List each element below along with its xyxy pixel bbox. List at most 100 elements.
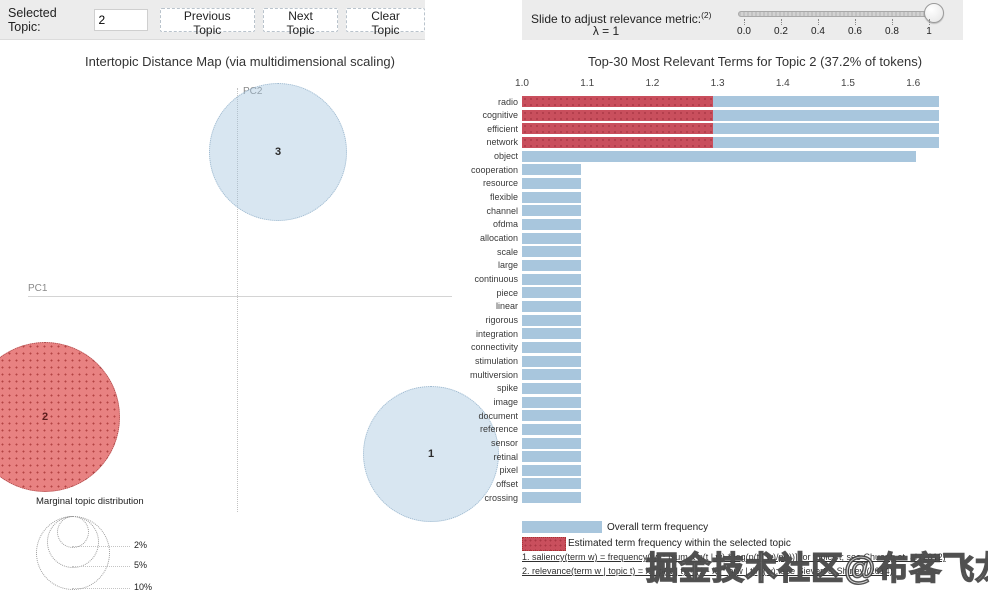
overall-frequency-bar[interactable] (522, 492, 581, 504)
term-label: document (478, 410, 518, 421)
topic-frequency-bar[interactable] (522, 123, 714, 135)
overall-frequency-bar[interactable] (522, 396, 581, 408)
topic-frequency-bar[interactable] (522, 136, 714, 148)
term-label: retinal (493, 451, 518, 462)
overall-frequency-bar[interactable] (522, 300, 581, 312)
size-legend-circle (36, 516, 110, 590)
overall-frequency-bar[interactable] (522, 287, 581, 299)
legend-swatch-overall (522, 521, 602, 533)
term-row[interactable]: network (0, 136, 988, 150)
term-row[interactable]: pixel (0, 464, 988, 478)
slider-tick-label: 0.6 (848, 26, 862, 37)
pc1-axis-label: PC1 (28, 283, 48, 294)
term-label: cooperation (470, 164, 518, 175)
term-row[interactable]: stimulation (0, 355, 988, 369)
size-legend-label: 5% (134, 560, 148, 570)
clear-topic-button[interactable]: Clear Topic (346, 7, 425, 37)
topic-frequency-bar[interactable] (522, 96, 714, 107)
lambda-slider-handle[interactable] (924, 3, 944, 23)
map-title: Intertopic Distance Map (via multidimens… (85, 54, 395, 69)
overall-frequency-bar[interactable] (522, 355, 581, 367)
term-row[interactable]: radio (0, 95, 988, 109)
lambda-value-label: λ = 1 (592, 24, 620, 38)
term-row[interactable]: object (0, 150, 988, 164)
overall-frequency-bar[interactable] (522, 369, 581, 381)
overall-frequency-bar[interactable] (522, 437, 581, 449)
selected-topic-label: Selected Topic: (8, 5, 57, 34)
overall-frequency-bar[interactable] (522, 423, 581, 435)
term-row[interactable]: document (0, 409, 988, 423)
pc2-axis-line (237, 88, 238, 512)
term-row[interactable]: cooperation (0, 163, 988, 177)
term-row[interactable]: connectivity (0, 341, 988, 355)
overall-frequency-bar[interactable] (522, 164, 581, 176)
overall-frequency-bar[interactable] (522, 451, 581, 463)
term-label: efficient (487, 123, 518, 134)
term-row[interactable]: allocation (0, 232, 988, 246)
term-row[interactable]: offset (0, 477, 988, 491)
term-row[interactable]: large (0, 259, 988, 273)
overall-frequency-bar[interactable] (522, 205, 581, 217)
overall-frequency-bar[interactable] (522, 232, 581, 244)
overall-frequency-bar[interactable] (522, 328, 581, 340)
overall-frequency-bar[interactable] (522, 177, 581, 189)
term-label: pixel (499, 465, 518, 476)
overall-frequency-bar[interactable] (522, 382, 581, 394)
overall-frequency-bar[interactable] (522, 246, 581, 258)
slider-tick-label: 1 (926, 26, 932, 37)
term-label: cognitive (482, 110, 518, 121)
term-row[interactable]: retinal (0, 450, 988, 464)
overall-frequency-bar[interactable] (522, 109, 940, 121)
overall-frequency-bar[interactable] (522, 96, 940, 107)
topic-circle-3[interactable]: 3 (209, 83, 347, 221)
term-row[interactable]: continuous (0, 273, 988, 287)
term-row[interactable]: ofdma (0, 218, 988, 232)
term-row[interactable]: integration (0, 327, 988, 341)
overall-frequency-bar[interactable] (522, 273, 581, 285)
term-row[interactable]: channel (0, 204, 988, 218)
term-row[interactable]: flexible (0, 191, 988, 205)
term-row[interactable]: reference (0, 423, 988, 437)
term-row[interactable]: multiversion (0, 368, 988, 382)
slider-tick (744, 19, 745, 25)
topic-circle-1[interactable]: 1 (363, 386, 499, 522)
overall-frequency-bar[interactable] (522, 136, 940, 148)
overall-frequency-bar[interactable] (522, 191, 581, 203)
barchart-x-tick-label: 1.0 (515, 78, 529, 89)
term-row[interactable]: cognitive (0, 109, 988, 123)
overall-frequency-bar[interactable] (522, 464, 581, 476)
term-row[interactable]: rigorous (0, 314, 988, 328)
term-row[interactable]: resource (0, 177, 988, 191)
footnote-saliency: 1. saliency(term w) = frequency(w) * [su… (522, 552, 946, 562)
overall-frequency-bar[interactable] (522, 314, 581, 326)
overall-frequency-bar[interactable] (522, 478, 581, 490)
overall-frequency-bar[interactable] (522, 218, 581, 230)
term-row[interactable]: image (0, 396, 988, 410)
term-label: channel (486, 205, 518, 216)
term-row[interactable]: spike (0, 382, 988, 396)
overall-frequency-bar[interactable] (522, 150, 917, 162)
next-topic-button[interactable]: Next Topic (262, 7, 339, 37)
overall-frequency-bar[interactable] (522, 341, 581, 353)
topic-circle-2[interactable]: 2 (0, 342, 120, 492)
term-row[interactable]: crossing (0, 491, 988, 505)
topic-frequency-bar[interactable] (522, 109, 714, 121)
term-row[interactable]: sensor (0, 437, 988, 451)
term-row[interactable]: piece (0, 286, 988, 300)
overall-frequency-bar[interactable] (522, 410, 581, 422)
overall-frequency-bar[interactable] (522, 123, 940, 135)
term-row[interactable]: linear (0, 300, 988, 314)
overall-frequency-bar[interactable] (522, 259, 581, 271)
term-label: object (493, 151, 518, 162)
selected-topic-input[interactable] (93, 8, 148, 31)
topic-circle-label: 3 (274, 146, 282, 158)
term-label: crossing (484, 492, 518, 503)
previous-topic-button[interactable]: Previous Topic (159, 7, 255, 37)
footnote-relevance: 2. relevance(term w | topic t) = λ * p(w… (522, 566, 893, 576)
slider-tick-label: 0.0 (737, 26, 751, 37)
term-row[interactable]: efficient (0, 122, 988, 136)
marginal-distribution-title: Marginal topic distribution (36, 496, 144, 507)
term-label: ofdma (492, 219, 518, 230)
term-row[interactable]: scale (0, 245, 988, 259)
lambda-slider-track[interactable] (738, 11, 935, 17)
